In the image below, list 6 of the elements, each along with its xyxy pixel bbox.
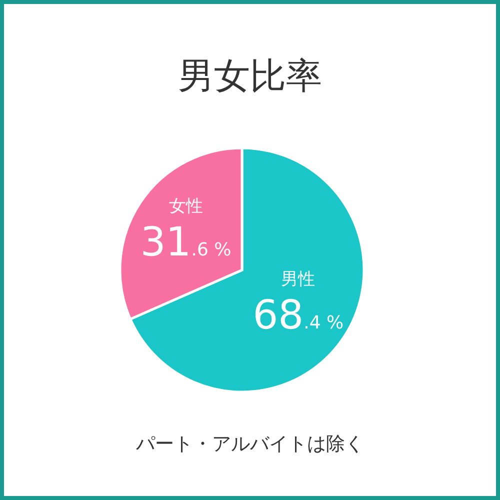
text: パート・アルバイトは除く [135,433,364,455]
data-label: 68.4 % [252,292,344,339]
data-label: 31.6 % [140,219,232,266]
chart-title: 男女比率 [178,56,322,97]
slice-label: 女性 [168,196,203,216]
slice-label: 男性 [281,270,316,290]
